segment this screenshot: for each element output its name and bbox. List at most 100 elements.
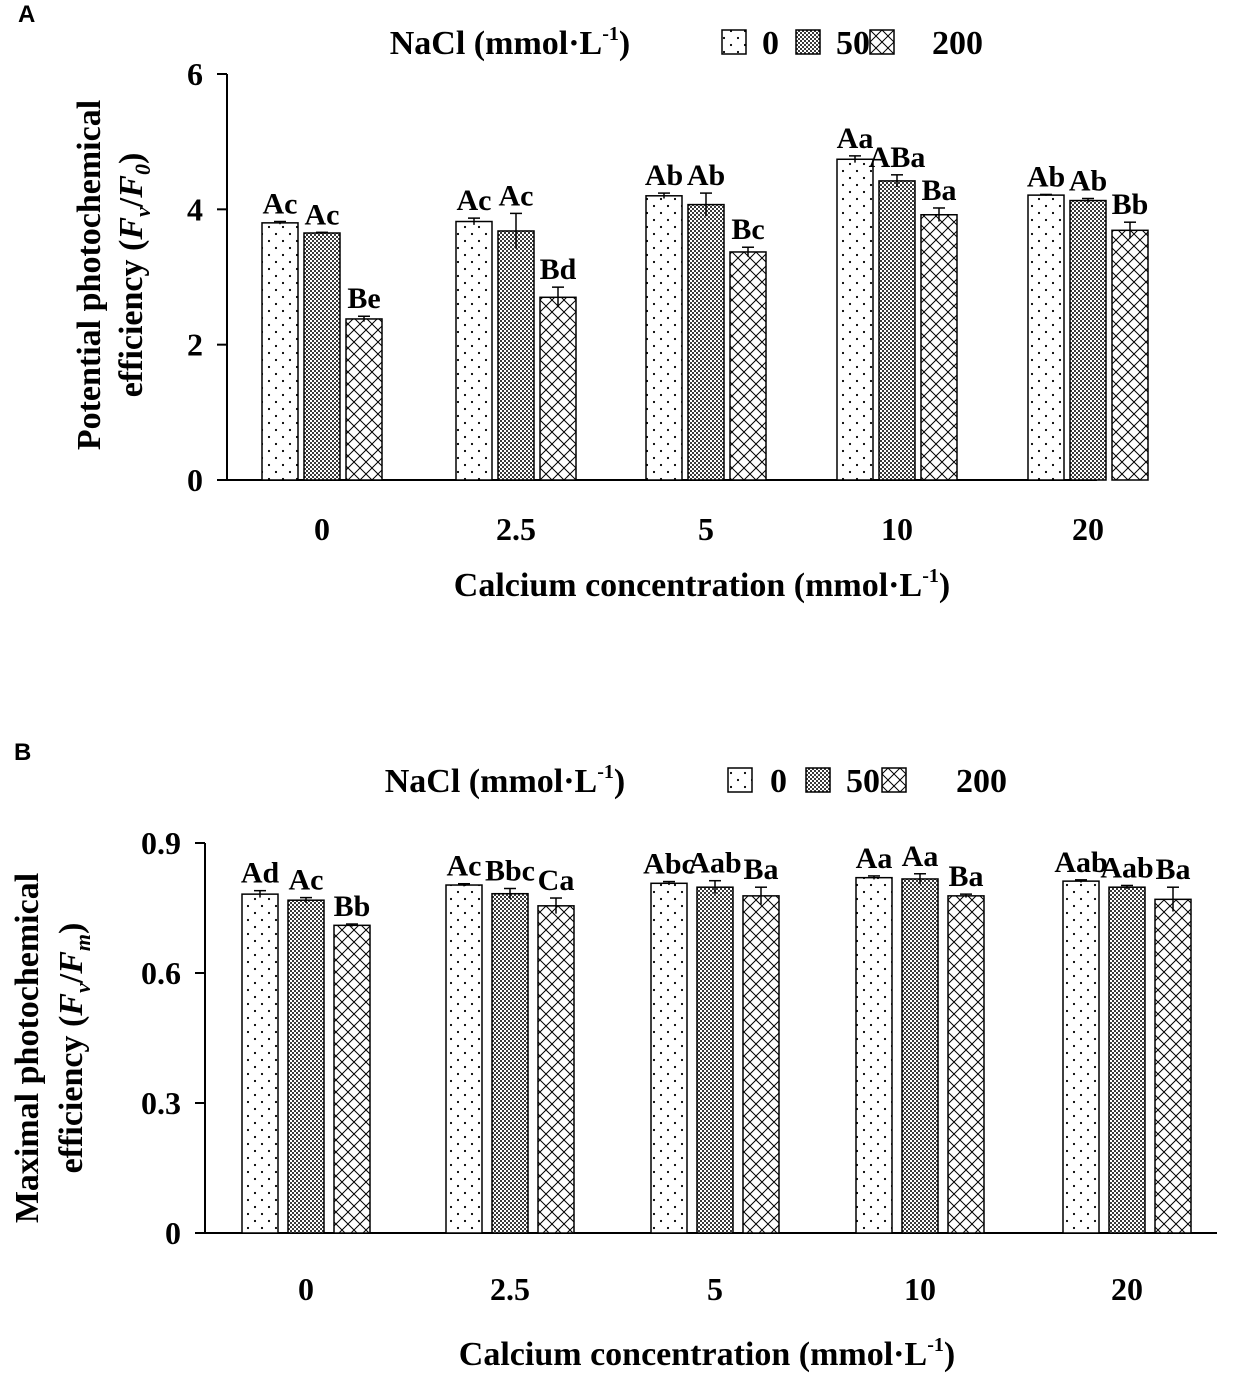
bar-50-10 [901,878,939,1234]
x-tick-label: 5 [698,511,714,547]
legend-label-50: 50 [836,25,870,62]
legend-swatch-0 [727,767,753,793]
y-tick-label: 0.3 [141,1085,181,1121]
significance-label: Bb [1112,188,1149,221]
significance-label: Ab [645,159,683,192]
y-tick-label: 2 [187,327,203,363]
x-tick-label: 2.5 [496,511,536,547]
panel-letter: B [14,739,31,766]
significance-label: Aab [1100,851,1153,884]
y-axis-title: Potential photochemical efficiency (Fv/F0… [71,100,155,450]
significance-label: Ac [499,179,534,212]
x-tick-label: 2.5 [490,1271,530,1307]
x-tick-label: 0 [298,1271,314,1307]
legend-swatch-0 [721,29,747,55]
bar-0-0 [261,222,299,481]
significance-label: Aa [837,122,874,155]
bar-200-10 [947,895,985,1234]
legend: NaCl (mmol·L-1) 0 50 200 [390,23,983,62]
x-tick-label: 5 [707,1271,723,1307]
significance-label: Ba [921,174,956,207]
bar-0-20 [1062,880,1100,1234]
y-tick-label: 0.6 [141,955,181,991]
bar-200-10 [920,213,958,481]
y-axis-title: Maximal photochemical efficiency (Fv/Fm) [9,873,95,1223]
significance-label: Abc [643,848,695,881]
legend-swatch-50 [795,29,821,55]
significance-label: Aab [688,847,741,880]
legend-title: NaCl (mmol·L-1) [385,761,625,800]
significance-label: Ba [948,860,983,893]
x-axis-title: Calcium concentration (mmol·L-1) [454,565,950,604]
significance-label: Ac [305,198,340,231]
legend-title: NaCl (mmol·L-1) [390,23,630,62]
y-axis-title-line1: Potential photochemical [71,100,108,450]
significance-label: Bbc [485,855,535,888]
bar-50-10 [878,180,916,481]
legend-label-0: 0 [770,763,787,800]
bar-0-0 [241,893,279,1234]
bar-50-0 [303,232,341,481]
x-axis-title-superscript: -1 [927,1334,944,1356]
significance-label: ABa [869,141,926,174]
bar-0-10 [836,158,874,481]
legend-title-superscript: -1 [602,23,619,45]
bar-200-2.5 [537,905,575,1234]
significance-label: Aab [1054,846,1107,879]
chart-panel-b: B NaCl (mmol·L-1) 0 50 200 0 0.3 0.6 0.9 Ad Ac Bb 0 A… [9,739,1217,1373]
bar-50-2.5 [491,892,529,1234]
significance-label: Ba [1155,853,1190,886]
x-tick-label: 10 [904,1271,936,1307]
bar-0-5 [650,882,688,1234]
y-tick-label: 4 [187,191,203,227]
y-tick-label: 0 [187,462,203,498]
bar-50-2.5 [497,230,535,481]
significance-label: Ba [743,853,778,886]
bar-0-2.5 [445,884,483,1234]
legend: NaCl (mmol·L-1) 0 50 200 [385,761,1007,800]
bar-200-20 [1111,229,1149,481]
bar-0-5 [645,195,683,481]
significance-label: Ac [289,864,324,897]
legend-swatch-200 [869,29,895,55]
bar-200-5 [729,251,767,481]
significance-label: Ad [241,857,280,890]
bar-200-0 [333,924,371,1234]
significance-label: Ac [457,184,492,217]
bar-200-2.5 [539,296,577,481]
x-tick-label: 20 [1072,511,1104,547]
x-axis-title: Calcium concentration (mmol·L-1) [459,1334,955,1373]
legend-label-200: 200 [956,763,1007,800]
y-tick-label: 6 [187,56,203,92]
bar-0-2.5 [455,220,493,481]
x-axis-title-superscript: -1 [922,565,939,587]
significance-label: Ca [538,864,575,897]
significance-label: Ac [447,850,482,883]
significance-label: Ab [687,159,725,192]
significance-label: Aa [902,840,939,873]
x-tick-label: 0 [314,511,330,547]
legend-label-0: 0 [762,25,779,62]
y-axis-title-line2: efficiency (Fv/F0) [113,153,155,398]
bar-50-5 [696,886,734,1234]
bar-50-5 [687,203,725,481]
panel-letter: A [18,1,35,28]
significance-label: Ab [1069,165,1107,198]
bar-50-20 [1069,199,1107,481]
legend-label-50: 50 [846,763,880,800]
significance-label: Bb [334,890,371,923]
significance-label: Be [347,282,380,315]
legend-title-superscript: -1 [597,761,614,783]
bar-0-20 [1027,194,1065,481]
x-tick-label: 20 [1111,1271,1143,1307]
x-tick-label: 10 [881,511,913,547]
y-axis-title-line1: Maximal photochemical [9,873,46,1223]
bar-200-20 [1154,898,1192,1234]
y-tick-label: 0 [165,1215,181,1251]
legend-swatch-50 [805,767,831,793]
bar-50-0 [287,899,325,1234]
y-tick-label: 0.9 [141,825,181,861]
bar-0-10 [855,876,893,1234]
